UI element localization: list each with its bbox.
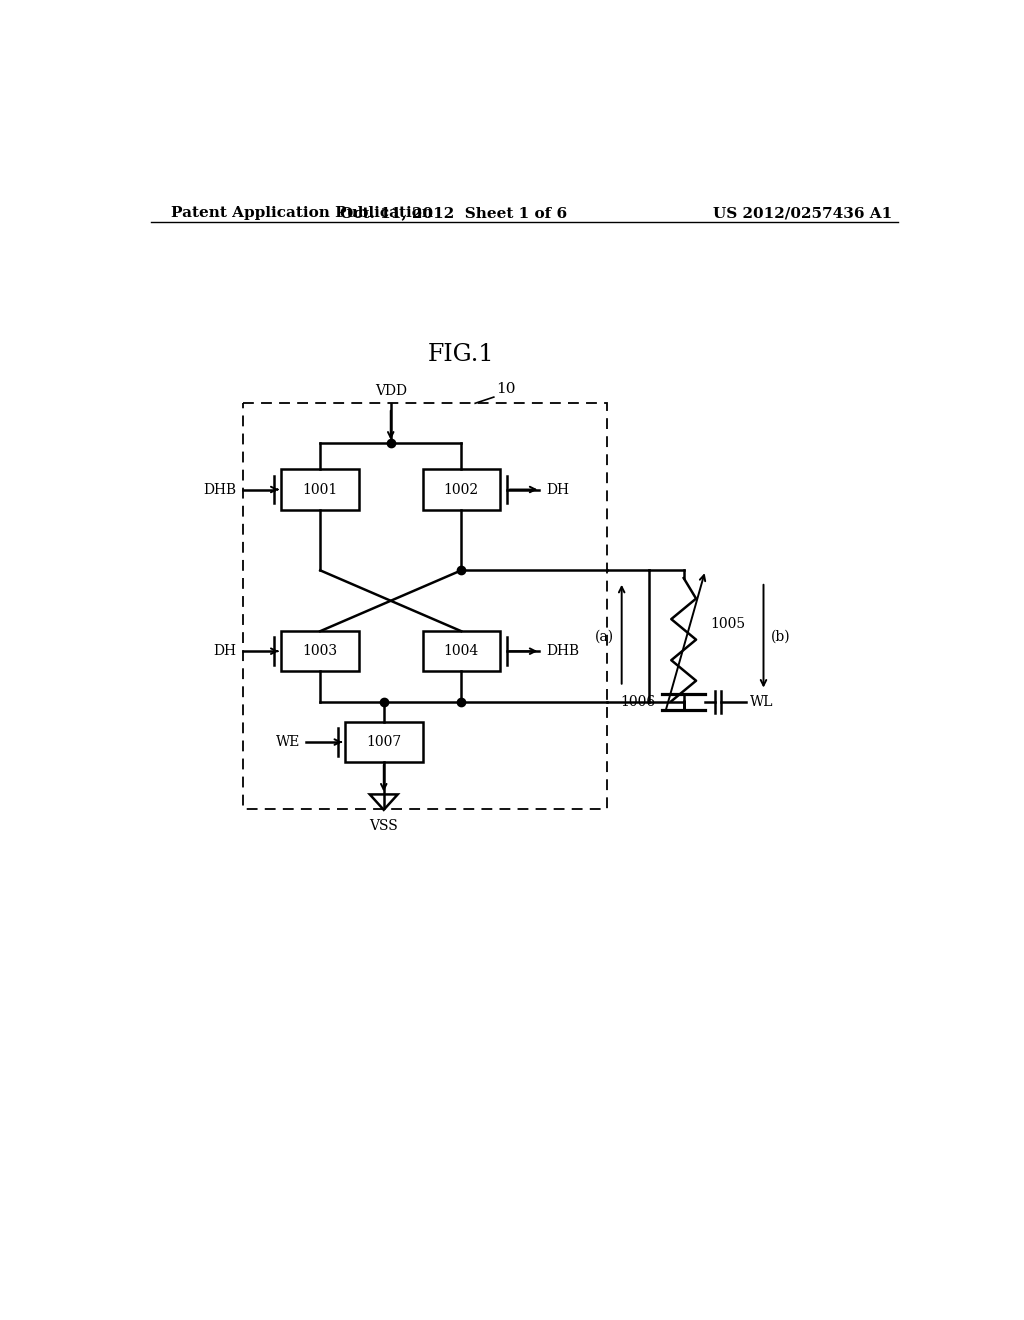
Text: 1004: 1004 [443, 644, 479, 659]
Text: 1001: 1001 [302, 483, 338, 496]
Text: 1006: 1006 [621, 696, 655, 709]
Text: DH: DH [213, 644, 237, 659]
Text: 1005: 1005 [710, 618, 745, 631]
Text: 1003: 1003 [303, 644, 338, 659]
Text: 1007: 1007 [367, 735, 401, 748]
Text: VDD: VDD [375, 384, 407, 397]
Text: 10: 10 [496, 381, 516, 396]
Text: (a): (a) [595, 630, 614, 643]
Text: DHB: DHB [547, 644, 580, 659]
Text: WE: WE [275, 735, 300, 748]
Text: (b): (b) [771, 630, 791, 643]
Text: FIG.1: FIG.1 [428, 343, 495, 366]
Text: US 2012/0257436 A1: US 2012/0257436 A1 [713, 206, 892, 220]
Text: Patent Application Publication: Patent Application Publication [171, 206, 432, 220]
Text: DHB: DHB [204, 483, 237, 496]
Text: VSS: VSS [370, 818, 398, 833]
Text: WL: WL [751, 696, 774, 709]
Text: 1002: 1002 [443, 483, 479, 496]
Text: Oct. 11, 2012  Sheet 1 of 6: Oct. 11, 2012 Sheet 1 of 6 [340, 206, 567, 220]
Text: DH: DH [547, 483, 569, 496]
